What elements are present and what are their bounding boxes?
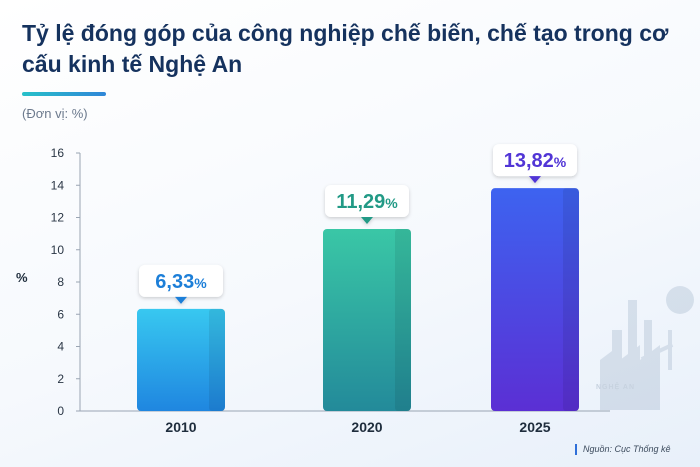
data-label-box <box>493 144 577 177</box>
bar-side-shade <box>209 308 225 411</box>
x-tick-label: 2020 <box>351 419 382 435</box>
chart-title: Tỷ lệ đóng góp của công nghiệp chế biến,… <box>22 20 669 77</box>
data-label-text: 13,82% <box>504 150 567 172</box>
y-tick-label: 10 <box>51 243 65 257</box>
title-underline <box>22 92 106 96</box>
bar-side-shade <box>563 188 579 411</box>
y-axis-label: % <box>16 270 28 285</box>
data-label-text: 6,33% <box>155 271 207 293</box>
y-tick-label: 12 <box>51 211 65 225</box>
bar-2020 <box>323 228 411 411</box>
data-label-2010: 6,33% <box>139 264 223 304</box>
bar-side-shade <box>395 228 411 411</box>
y-tick-label: 6 <box>57 307 64 321</box>
data-label-pointer <box>529 176 541 184</box>
bar-2010 <box>137 308 225 411</box>
bar-body <box>137 308 225 411</box>
y-tick-label: 8 <box>57 275 64 289</box>
y-tick-label: 2 <box>57 372 64 386</box>
x-tick-label: 2025 <box>519 419 550 435</box>
y-tick-label: 14 <box>51 178 65 192</box>
source-note: Nguồn: Cục Thống kê <box>575 444 671 455</box>
data-label-pointer <box>175 296 187 304</box>
y-tick-label: 16 <box>51 146 65 160</box>
bar-body <box>491 188 579 411</box>
data-label-2025: 13,82% <box>493 144 577 184</box>
data-label-text: 11,29% <box>336 191 398 213</box>
bar-body <box>323 228 411 411</box>
y-tick-label: 4 <box>57 340 64 354</box>
unit-note: (Đơn vị: %) <box>22 106 88 121</box>
data-label-pointer <box>361 216 373 224</box>
x-tick-label: 2010 <box>165 419 196 435</box>
data-label-2020: 11,29% <box>325 184 409 224</box>
factory-robot-arm-icon <box>600 286 694 410</box>
watermark-logo: NGHỆ AN <box>596 384 636 391</box>
data-label-box <box>139 264 223 297</box>
y-tick-label: 0 <box>57 404 64 418</box>
bar-2025 <box>491 188 579 411</box>
data-label-box <box>325 184 409 217</box>
